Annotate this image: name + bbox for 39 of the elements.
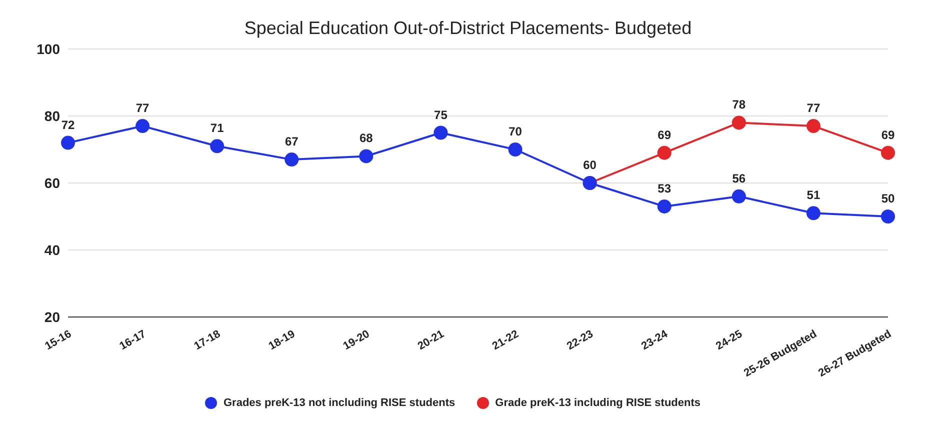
point (136, 119, 150, 134)
point (434, 126, 448, 140)
point (210, 139, 224, 154)
point (881, 146, 895, 160)
point (657, 199, 672, 214)
data-label: 75 (434, 108, 448, 122)
point (881, 210, 895, 224)
data-label: 50 (881, 192, 895, 206)
y-tick-label: 40 (44, 242, 60, 258)
y-tick-label: 20 (44, 308, 60, 325)
point (806, 206, 820, 220)
point (732, 116, 746, 130)
data-label: 77 (136, 101, 150, 116)
point (359, 149, 374, 164)
y-tick-label: 100 (36, 40, 60, 57)
data-label: 67 (284, 134, 299, 149)
data-label: 70 (508, 124, 522, 138)
data-label: 78 (732, 98, 746, 112)
data-label: 69 (881, 128, 895, 142)
data-label: 56 (732, 171, 746, 186)
point (284, 152, 299, 167)
data-label: 60 (583, 158, 597, 172)
point (657, 146, 672, 160)
data-label: 53 (658, 181, 672, 196)
data-label: 69 (658, 128, 672, 142)
legend-label: Grades preK-13 not including RISE students (222, 397, 456, 409)
point (732, 189, 746, 204)
point (806, 119, 820, 134)
legend-label: Grade preK-13 including RISE students (494, 397, 701, 409)
data-label: 77 (806, 101, 820, 116)
point (61, 136, 75, 150)
data-label: 71 (210, 121, 224, 136)
data-label: 51 (806, 188, 820, 202)
chart-title: Special Education Out-of-District Placements- Budgeted (243, 18, 693, 39)
data-label: 68 (360, 131, 374, 146)
y-tick-label: 60 (44, 174, 60, 191)
point (508, 142, 522, 156)
data-label: 72 (61, 118, 75, 132)
y-tick-label: 80 (44, 108, 60, 124)
